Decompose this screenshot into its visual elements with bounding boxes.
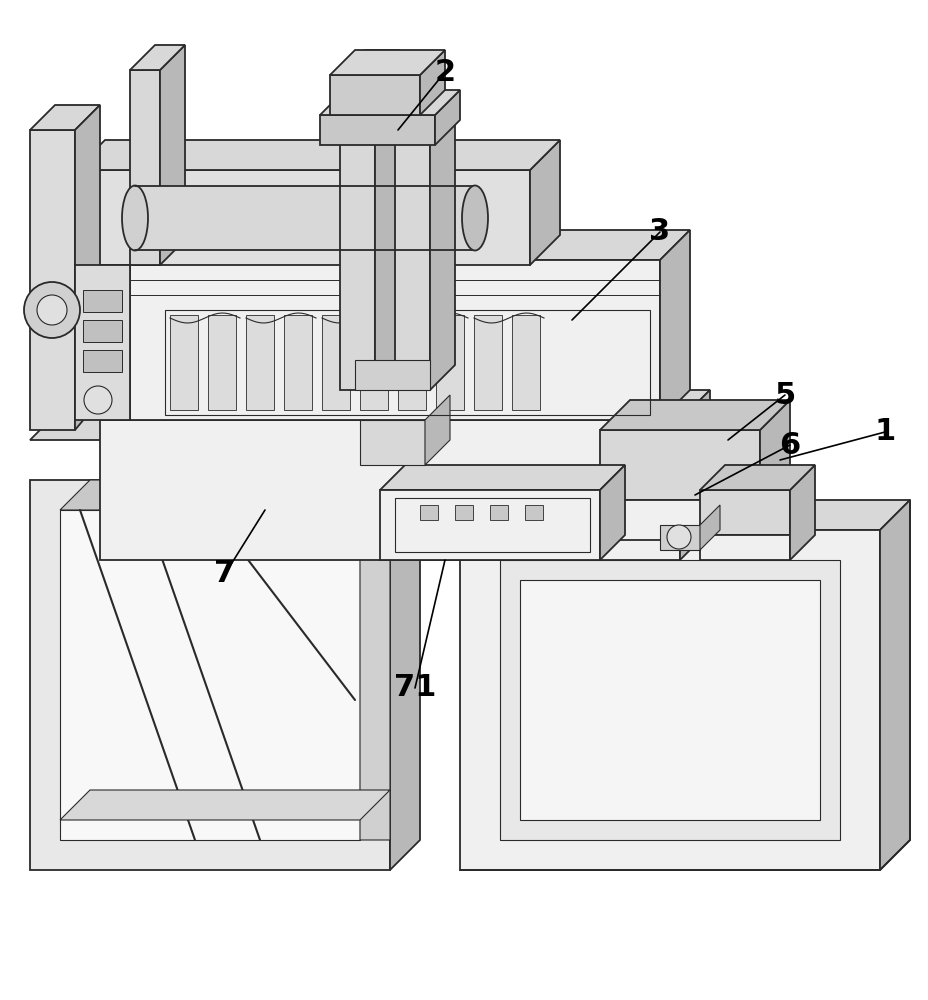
Polygon shape xyxy=(789,465,814,560)
Polygon shape xyxy=(130,45,185,70)
Polygon shape xyxy=(329,50,445,75)
Text: 71: 71 xyxy=(393,674,436,702)
Polygon shape xyxy=(340,75,375,390)
Polygon shape xyxy=(60,790,390,820)
Polygon shape xyxy=(319,115,434,145)
Polygon shape xyxy=(434,90,459,145)
Polygon shape xyxy=(360,315,388,410)
Text: 6: 6 xyxy=(779,430,800,460)
Polygon shape xyxy=(130,260,659,420)
Polygon shape xyxy=(83,320,122,342)
Polygon shape xyxy=(659,230,690,420)
Polygon shape xyxy=(319,90,459,115)
Text: 5: 5 xyxy=(774,380,794,410)
Polygon shape xyxy=(208,315,236,410)
Polygon shape xyxy=(135,186,474,250)
Polygon shape xyxy=(599,500,759,540)
Polygon shape xyxy=(699,535,789,560)
Polygon shape xyxy=(360,420,424,465)
Polygon shape xyxy=(160,45,185,265)
Polygon shape xyxy=(699,465,814,490)
Polygon shape xyxy=(459,530,879,870)
Polygon shape xyxy=(394,498,589,552)
Polygon shape xyxy=(390,410,419,870)
Polygon shape xyxy=(599,465,625,560)
Polygon shape xyxy=(499,560,839,840)
Polygon shape xyxy=(30,130,75,430)
Polygon shape xyxy=(100,390,709,420)
Ellipse shape xyxy=(122,186,148,250)
Polygon shape xyxy=(75,105,100,430)
Polygon shape xyxy=(530,140,560,265)
Polygon shape xyxy=(246,315,274,410)
Polygon shape xyxy=(473,315,501,410)
Circle shape xyxy=(37,295,67,325)
Polygon shape xyxy=(419,50,445,115)
Polygon shape xyxy=(489,505,508,520)
Polygon shape xyxy=(30,105,100,130)
Circle shape xyxy=(84,386,112,414)
Polygon shape xyxy=(397,315,426,410)
Text: 3: 3 xyxy=(649,218,670,246)
Polygon shape xyxy=(511,315,539,410)
Polygon shape xyxy=(424,395,449,465)
Polygon shape xyxy=(60,480,390,510)
Polygon shape xyxy=(394,115,455,140)
Polygon shape xyxy=(329,75,419,115)
Polygon shape xyxy=(354,360,430,390)
Polygon shape xyxy=(170,315,198,410)
Polygon shape xyxy=(459,500,909,530)
Circle shape xyxy=(24,282,80,338)
Polygon shape xyxy=(394,140,430,390)
Polygon shape xyxy=(30,410,419,440)
Polygon shape xyxy=(322,315,350,410)
Text: 2: 2 xyxy=(434,58,455,87)
Polygon shape xyxy=(83,350,122,372)
Polygon shape xyxy=(75,140,560,170)
Polygon shape xyxy=(599,430,759,500)
Circle shape xyxy=(666,525,690,549)
Ellipse shape xyxy=(461,186,487,250)
Polygon shape xyxy=(699,490,789,535)
Polygon shape xyxy=(75,170,530,265)
Polygon shape xyxy=(419,505,437,520)
Polygon shape xyxy=(879,500,909,870)
Polygon shape xyxy=(380,490,599,560)
Text: 1: 1 xyxy=(873,418,895,446)
Polygon shape xyxy=(340,50,400,75)
Polygon shape xyxy=(759,400,789,540)
Polygon shape xyxy=(30,480,390,870)
Polygon shape xyxy=(435,315,463,410)
Polygon shape xyxy=(524,505,542,520)
Polygon shape xyxy=(455,505,472,520)
Polygon shape xyxy=(75,265,130,420)
Polygon shape xyxy=(659,525,699,550)
Polygon shape xyxy=(699,505,719,550)
Polygon shape xyxy=(130,70,160,265)
Polygon shape xyxy=(375,50,400,390)
Text: 7: 7 xyxy=(214,560,236,588)
Polygon shape xyxy=(100,420,679,560)
Polygon shape xyxy=(284,315,312,410)
Polygon shape xyxy=(599,400,789,430)
Polygon shape xyxy=(679,390,709,560)
Polygon shape xyxy=(83,290,122,312)
Polygon shape xyxy=(130,230,690,260)
Polygon shape xyxy=(60,510,360,840)
Polygon shape xyxy=(520,580,819,820)
Polygon shape xyxy=(430,115,455,390)
Polygon shape xyxy=(360,480,390,840)
Polygon shape xyxy=(380,465,625,490)
